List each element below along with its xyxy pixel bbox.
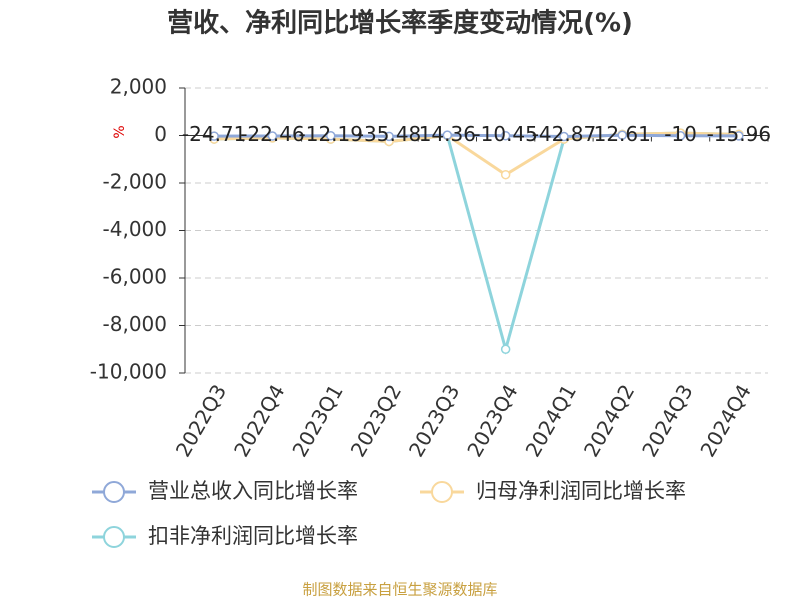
x-tick-label: 2024Q2 xyxy=(579,380,639,461)
legend-label: 营业总收入同比增长率 xyxy=(148,479,358,503)
y-tick-label: -6,000 xyxy=(103,265,167,289)
legend-label: 归母净利润同比增长率 xyxy=(476,479,686,503)
x-tick-label: 2023Q1 xyxy=(287,380,347,461)
y-tick-label: -4,000 xyxy=(103,217,167,241)
source-note: 制图数据来自恒生聚源数据库 xyxy=(302,581,497,599)
x-tick-label: 2023Q4 xyxy=(462,380,522,461)
x-tick-label: 2022Q3 xyxy=(171,380,231,461)
data-label: -15.96 xyxy=(707,122,771,146)
data-label: -24.71 xyxy=(182,122,246,146)
data-label: 14.36 xyxy=(419,122,476,146)
data-label: -42.87 xyxy=(532,122,596,146)
y-tick-label: 0 xyxy=(154,122,167,146)
x-tick-label: 2023Q3 xyxy=(404,380,464,461)
legend-marker xyxy=(104,527,124,547)
chart: 营收、净利同比增长率季度变动情况(%) % 制图数据来自恒生聚源数据库 -10,… xyxy=(0,0,800,600)
legend-marker xyxy=(432,482,452,502)
data-label: -10 xyxy=(664,122,697,146)
data-label: 12.61 xyxy=(594,122,651,146)
page: {"chart_data": {"type": "line", "title":… xyxy=(0,0,800,600)
data-label: -12.19 xyxy=(299,122,363,146)
legend-label: 扣非净利润同比增长率 xyxy=(148,524,358,548)
series-line xyxy=(214,133,739,349)
x-tick-label: 2023Q2 xyxy=(346,380,406,461)
x-tick-label: 2024Q3 xyxy=(637,380,697,461)
x-tick-label: 2024Q1 xyxy=(521,380,581,461)
y-tick-label: -2,000 xyxy=(103,170,167,194)
data-label: -22.46 xyxy=(240,122,304,146)
data-point xyxy=(502,345,510,353)
y-tick-label: -10,000 xyxy=(90,360,167,384)
legend-marker xyxy=(104,482,124,502)
chart-title: 营收、净利同比增长率季度变动情况(%) xyxy=(167,8,633,39)
x-tick-label: 2024Q4 xyxy=(695,380,755,461)
y-tick-label: 2,000 xyxy=(110,75,167,99)
y-tick-label: -8,000 xyxy=(103,312,167,336)
data-label: -35.48 xyxy=(357,122,421,146)
data-point xyxy=(502,171,510,179)
data-label: -10.45 xyxy=(473,122,537,146)
y-axis-label: % xyxy=(112,125,128,138)
x-tick-label: 2022Q4 xyxy=(229,380,289,461)
